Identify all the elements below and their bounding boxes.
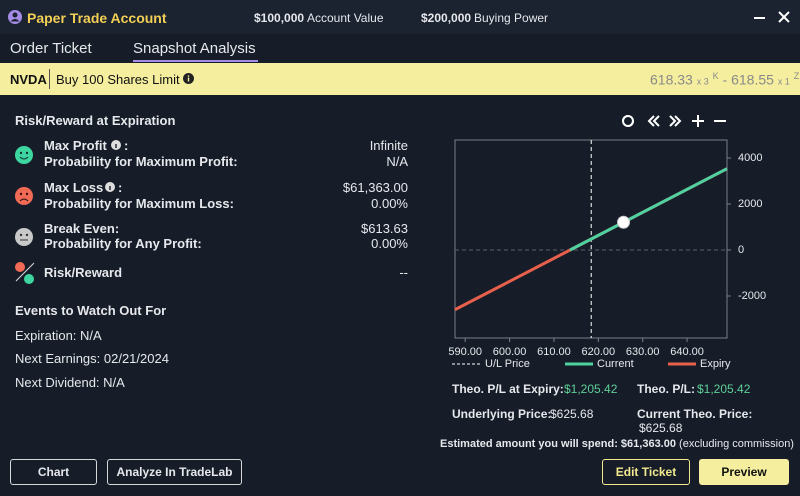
tab-underline	[133, 60, 258, 62]
ticker-divider	[49, 69, 50, 89]
account-value-label: Account Value	[307, 11, 384, 25]
ticker-symbol: NVDA	[10, 72, 47, 87]
risk-label: Risk/Reward	[44, 265, 123, 280]
risk-sub-label: Probability for Maximum Profit:	[44, 154, 238, 169]
summary-value: $625.68	[550, 407, 594, 421]
current-marker	[617, 215, 631, 229]
risk-value: $613.63	[361, 221, 408, 236]
risk-punct: :	[118, 180, 123, 195]
spend-label: Estimated amount you will spend:	[440, 438, 618, 450]
x-tick-label: 620.00	[581, 346, 615, 358]
y-tick-label: 4000	[738, 152, 762, 164]
summary-label: Theo. P/L at Expiry:	[452, 382, 564, 396]
info-icon[interactable]	[111, 140, 121, 150]
y-tick-label: 0	[738, 244, 744, 256]
legend-label: Current	[597, 358, 634, 370]
risk-title: Risk/Reward at Expiration	[15, 113, 176, 128]
edit-ticket-button[interactable]: Edit Ticket	[602, 459, 690, 485]
risk-label: Break Even:	[44, 221, 120, 236]
bid-size: x 3	[696, 76, 709, 87]
summary-value: $1,205.42	[697, 382, 751, 396]
chart-toolbar[interactable]	[620, 113, 730, 129]
spend-value: $61,363.00	[620, 438, 676, 450]
order-description: Buy 100 Shares Limit	[56, 72, 180, 87]
summary-label: Theo. P/L:	[637, 382, 695, 396]
legend-label: Expiry	[700, 358, 731, 370]
account-title: Paper Trade Account	[27, 10, 167, 26]
event-item: Next Dividend: N/A	[15, 375, 125, 390]
risk-value: --	[399, 265, 408, 280]
info-icon[interactable]	[183, 73, 194, 84]
summary-label: Underlying Price:	[452, 407, 552, 421]
bid-exchange: K	[712, 71, 719, 81]
buying-power-label: Buying Power	[474, 11, 549, 25]
tradelab-button[interactable]: Analyze In TradeLab	[107, 459, 242, 485]
risk-icons	[15, 146, 35, 284]
summary-value: $1,205.42	[564, 382, 618, 396]
ask: 618.55	[731, 71, 774, 88]
legend-label: U/L Price	[485, 358, 530, 370]
account-value: $100,000	[254, 11, 305, 25]
x-tick-label: 590.00	[448, 346, 482, 358]
summary-label: Current Theo. Price:	[637, 407, 753, 421]
y-tick-label: -2000	[738, 290, 766, 302]
y-tick-label: 2000	[738, 198, 762, 210]
x-tick-label: 640.00	[670, 346, 704, 358]
quote-separator: -	[722, 71, 728, 88]
bid: 618.33	[650, 71, 693, 88]
info-icon[interactable]	[105, 182, 115, 192]
chart: 4000 2000 0 -2000 590.00 600.00 610.00 620.00 63…	[448, 139, 766, 370]
buying-power: $200,000	[421, 11, 472, 25]
risk-sub-value: 0.00%	[371, 196, 408, 211]
x-tick-label: 630.00	[626, 346, 660, 358]
event-item: Expiration: N/A	[15, 328, 102, 343]
quote: 618.33 x 3 K - 618.55 x 1 Z	[650, 71, 799, 88]
window-controls[interactable]	[752, 10, 792, 24]
risk-punct: :	[124, 138, 129, 153]
tab-active[interactable]: Snapshot Analysis	[133, 40, 256, 57]
spend-note: (excluding commission)	[679, 438, 794, 450]
risk-sub-value: N/A	[386, 154, 408, 169]
risk-value: Infinite	[369, 138, 408, 153]
ask-size: x 1	[777, 76, 790, 87]
risk-value: $61,363.00	[342, 180, 408, 195]
risk-sub-value: 0.00%	[371, 236, 408, 251]
x-tick-label: 610.00	[537, 346, 571, 358]
spend-line: Estimated amount you will spend: $61,363…	[440, 438, 794, 450]
ask-exchange: Z	[793, 71, 800, 81]
summary-value: $625.68	[639, 421, 683, 435]
risk-sub-label: Probability for Maximum Loss:	[44, 196, 234, 211]
ticker-bar	[0, 63, 800, 95]
event-item: Next Earnings: 02/21/2024	[15, 351, 169, 366]
x-tick-label: 600.00	[493, 346, 527, 358]
account-icon	[8, 10, 22, 24]
chart-button[interactable]: Chart	[10, 459, 97, 485]
title-bar	[0, 0, 800, 34]
risk-label: Max Loss	[44, 180, 104, 195]
series-line	[569, 167, 728, 252]
preview-button[interactable]: Preview	[699, 459, 789, 485]
tab[interactable]: Order Ticket	[10, 40, 92, 57]
events-title: Events to Watch Out For	[15, 303, 167, 318]
risk-label: Max Profit	[44, 138, 107, 153]
risk-sub-label: Probability for Any Profit:	[44, 236, 202, 251]
